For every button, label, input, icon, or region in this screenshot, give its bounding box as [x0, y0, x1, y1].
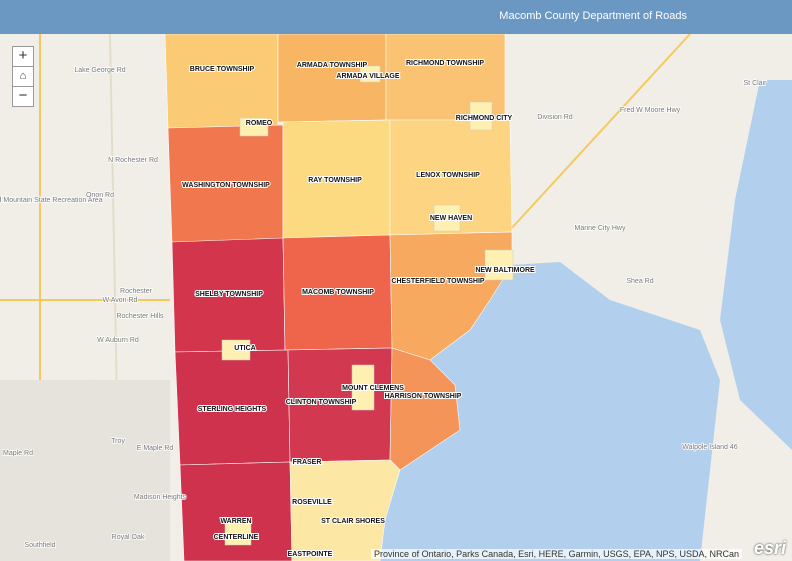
basemap-label: St Clair [744, 80, 768, 87]
regions [164, 33, 513, 561]
municipality-label: NEW HAVEN [430, 215, 472, 222]
cities [221, 65, 514, 546]
basemap-label: Orion Rd [86, 192, 114, 199]
attribution: Province of Ontario, Parks Canada, Esri,… [371, 549, 742, 559]
municipality-label: FRASER [293, 459, 322, 466]
municipality-label: NEW BALTIMORE [475, 267, 535, 274]
municipality-label: RICHMOND CITY [456, 115, 513, 122]
basemap-label: N Rochester Rd [108, 157, 158, 164]
municipality-label: MOUNT CLEMENS [342, 385, 404, 392]
river [720, 80, 792, 450]
municipality-label: MACOMB TOWNSHIP [302, 289, 374, 296]
municipality-label: UTICA [234, 345, 255, 352]
municipality-label: SHELBY TOWNSHIP [195, 291, 263, 298]
basemap-label: Fred W Moore Hwy [620, 107, 681, 114]
header-title: Macomb County Department of Roads [499, 10, 687, 22]
lake [380, 262, 720, 561]
urban-area [0, 380, 170, 561]
basemap-label: Marine City Hwy [575, 225, 626, 232]
municipality-label: CHESTERFIELD TOWNSHIP [391, 278, 485, 285]
basemap-label: Troy [111, 438, 125, 445]
municipality-label: ROSEVILLE [292, 499, 332, 506]
basemap-label: Royal Oak [112, 534, 145, 541]
basemap-label: Division Rd [537, 114, 573, 121]
basemap-label: Rochester [120, 288, 153, 295]
municipality-label: CENTERLINE [214, 534, 259, 541]
municipality-label: EASTPOINTE [288, 551, 333, 558]
basemap-label: W Auburn Rd [97, 337, 139, 344]
municipality-label: HARRISON TOWNSHIP [385, 393, 462, 400]
municipality-label: ARMADA VILLAGE [336, 73, 399, 80]
municipality-label: ST CLAIR SHORES [321, 518, 385, 525]
basemap-label: Madison Heights [134, 494, 187, 501]
municipality-label: ROMEO [246, 120, 273, 127]
municipality-label: BRUCE TOWNSHIP [190, 66, 255, 73]
municipality-label: RICHMOND TOWNSHIP [406, 60, 484, 67]
basemap-label: Southfield [24, 542, 55, 549]
home-button[interactable]: ⌂ [12, 66, 34, 87]
basemap-label: Bald Mountain State Recreation Area [0, 197, 103, 204]
basemap-label: Rochester Hills [116, 313, 164, 320]
basemap-label: W Avon Rd [103, 297, 138, 304]
municipality-label: CLINTON TOWNSHIP [286, 399, 357, 406]
municipality-label: WASHINGTON TOWNSHIP [182, 182, 270, 189]
basemap-label: Lake George Rd [74, 67, 125, 74]
municipality-label: LENOX TOWNSHIP [416, 172, 480, 179]
esri-logo: esri [753, 538, 786, 558]
municipality-label: WARREN [220, 518, 251, 525]
header: Macomb County Department of Roads [0, 0, 792, 34]
zoom-in[interactable]: + [12, 46, 34, 67]
zoom-out[interactable]: − [12, 86, 34, 107]
municipality-label: STERLING HEIGHTS [198, 406, 267, 413]
basemap-label: Shea Rd [626, 278, 653, 285]
basemap-label: Walpole Island 46 [682, 444, 737, 451]
basemap-label: Maple Rd [3, 450, 33, 457]
basemap-label: E Maple Rd [137, 445, 174, 452]
municipality-label: RAY TOWNSHIP [308, 177, 362, 184]
municipality-label: ARMADA TOWNSHIP [297, 62, 368, 69]
